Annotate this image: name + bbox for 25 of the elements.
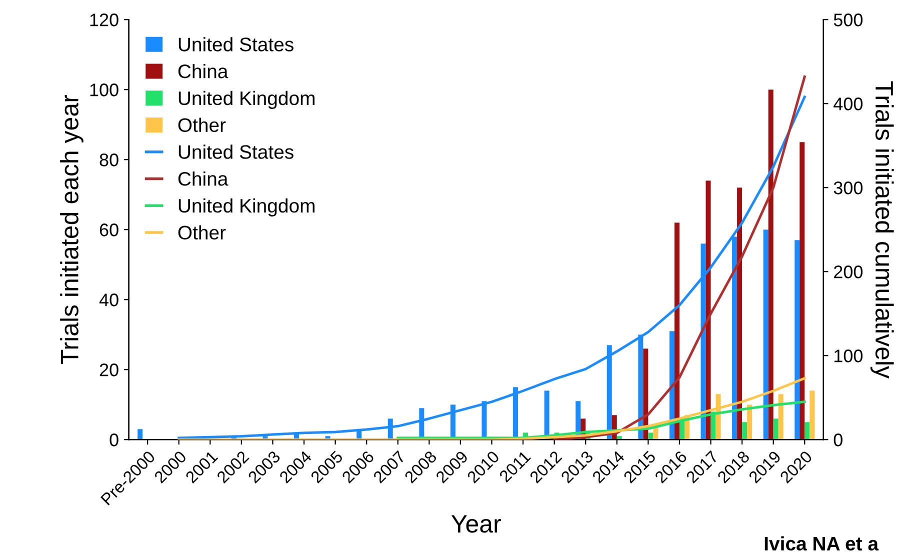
y-tick-label: 20 bbox=[100, 364, 118, 376]
y2-tick-label: 400 bbox=[834, 98, 863, 110]
y2-tick-label: 100 bbox=[834, 350, 863, 362]
legend-label: China bbox=[178, 64, 228, 78]
y-tick-label: 0 bbox=[110, 434, 118, 446]
legend-label: United Kingdom bbox=[178, 198, 314, 216]
y-axis-title: Trials initiated each year bbox=[60, 94, 84, 364]
legend-label: Other bbox=[178, 118, 226, 132]
y2-tick-label: 0 bbox=[834, 434, 842, 446]
legend-label: United States bbox=[178, 144, 294, 159]
y-tick-label: 100 bbox=[90, 84, 118, 96]
y2-tick-label: 300 bbox=[834, 182, 863, 194]
y2-axis-title: Trials initiated cumulatively bbox=[870, 81, 894, 378]
legend-label: United Kingdom bbox=[178, 90, 314, 109]
x-axis-title: Year bbox=[451, 515, 501, 533]
y-tick-label: 40 bbox=[99, 294, 118, 306]
y-tick-label: 60 bbox=[100, 224, 118, 236]
y-tick-label: 120 bbox=[90, 14, 118, 26]
legend-label: United States bbox=[178, 37, 294, 52]
legend-label: China bbox=[178, 171, 228, 186]
legend-label: Other bbox=[178, 225, 226, 240]
y-tick-label: 80 bbox=[100, 154, 118, 166]
y2-tick-label: 200 bbox=[834, 266, 863, 278]
text: Ivica NA et a bbox=[764, 536, 879, 551]
y2-tick-label: 500 bbox=[834, 14, 863, 26]
